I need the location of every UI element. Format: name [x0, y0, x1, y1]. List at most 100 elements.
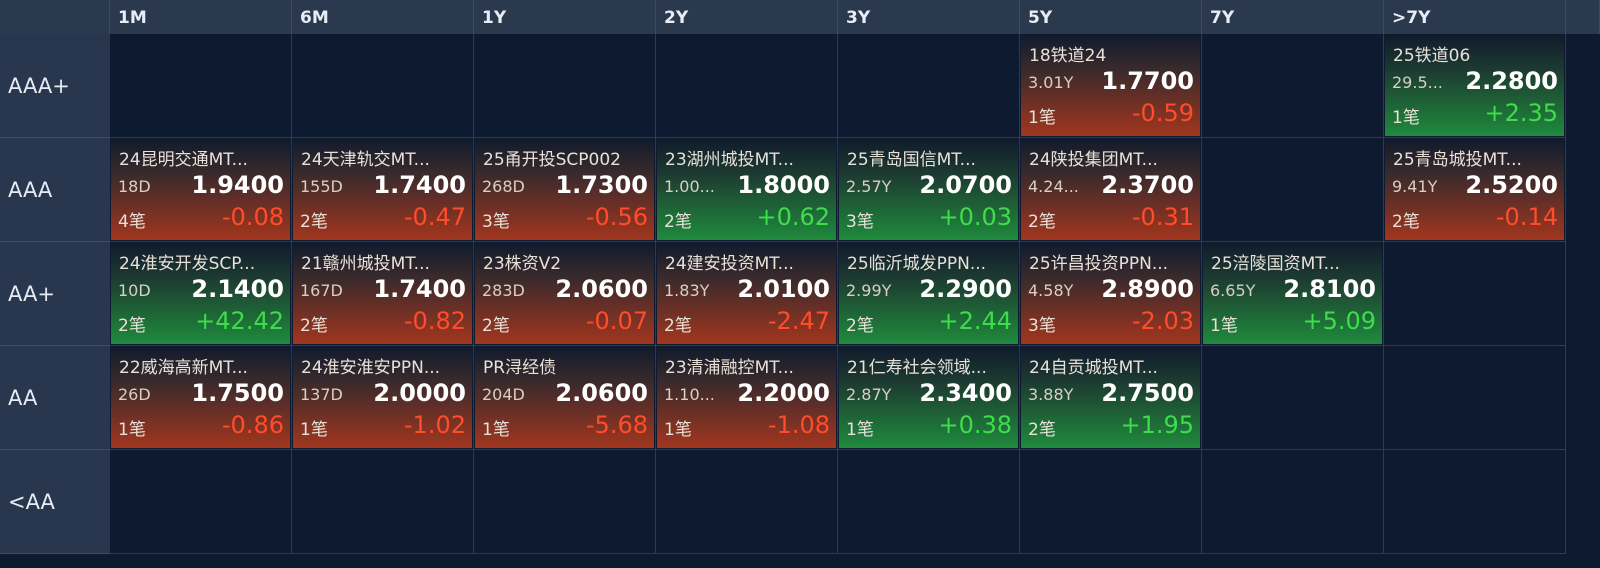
bond-yield: 2.7500: [1101, 379, 1194, 407]
bond-tile[interactable]: 24建安投资MT... 1.83Y 2.0100 2笔 -2.47: [657, 243, 836, 344]
bond-tile[interactable]: 24陕投集团MT... 4.24... 2.3700 2笔 -0.31: [1021, 139, 1200, 240]
bond-yield: 2.8100: [1283, 275, 1376, 303]
column-header: 1Y: [474, 0, 656, 34]
grid-cell: 25青岛城投MT... 9.41Y 2.5200 2笔 -0.14: [1384, 138, 1566, 242]
grid-cell: [838, 450, 1020, 554]
yield-change: +0.62: [756, 203, 830, 231]
bond-tile[interactable]: 24淮安开发SCP... 10D 2.1400 2笔 +42.42: [111, 243, 290, 344]
trade-count: 3笔: [482, 212, 510, 232]
yield-change: +5.09: [1302, 307, 1376, 335]
grid-cell: [110, 34, 292, 138]
yield-change: -0.82: [403, 307, 466, 335]
bond-term: 2.99Y: [846, 281, 892, 300]
grid-cell: [656, 34, 838, 138]
bond-tile[interactable]: 25涪陵国资MT... 6.65Y 2.8100 1笔 +5.09: [1203, 243, 1382, 344]
bond-tile[interactable]: 25青岛国信MT... 2.57Y 2.0700 3笔 +0.03: [839, 139, 1018, 240]
bond-tile[interactable]: 18铁道24 3.01Y 1.7700 1笔 -0.59: [1021, 35, 1200, 136]
bond-term: 137D: [300, 385, 343, 404]
bond-yield: 1.8000: [737, 171, 830, 199]
bond-yield: 1.7400: [373, 171, 466, 199]
bond-tile[interactable]: 24天津轨交MT... 155D 1.7400 2笔 -0.47: [293, 139, 472, 240]
bond-term: 3.01Y: [1028, 73, 1074, 92]
bond-tile[interactable]: 21赣州城投MT... 167D 1.7400 2笔 -0.82: [293, 243, 472, 344]
yield-change: +42.42: [195, 307, 284, 335]
grid-cell: [292, 34, 474, 138]
trade-count: 1笔: [300, 420, 328, 440]
bond-term: 1.10...: [664, 385, 715, 404]
bond-term: 4.58Y: [1028, 281, 1074, 300]
bond-name: 25青岛城投MT...: [1393, 150, 1522, 170]
trade-count: 2笔: [664, 212, 692, 232]
bond-tile[interactable]: 23株资V2 283D 2.0600 2笔 -0.07: [475, 243, 654, 344]
bond-yield: 2.0600: [555, 379, 648, 407]
grid-cell: [1020, 450, 1202, 554]
grid-cell: [1202, 34, 1384, 138]
header-filler: [1566, 0, 1600, 34]
yield-change: -5.68: [585, 411, 648, 439]
bond-name: 21赣州城投MT...: [301, 254, 430, 274]
bond-term: 268D: [482, 177, 525, 196]
bond-yield: 2.2000: [737, 379, 830, 407]
corner-header: [0, 0, 110, 34]
trade-count: 3笔: [846, 212, 874, 232]
bond-yield: 1.7500: [191, 379, 284, 407]
bond-name: 18铁道24: [1029, 46, 1107, 66]
grid-cell: 25涪陵国资MT... 6.65Y 2.8100 1笔 +5.09: [1202, 242, 1384, 346]
yield-change: -0.14: [1495, 203, 1558, 231]
trade-count: 3笔: [1028, 316, 1056, 336]
grid-cell: 21赣州城投MT... 167D 1.7400 2笔 -0.82: [292, 242, 474, 346]
grid-cell: 24自贡城投MT... 3.88Y 2.7500 2笔 +1.95: [1020, 346, 1202, 450]
grid-cell: 18铁道24 3.01Y 1.7700 1笔 -0.59: [1020, 34, 1202, 138]
trade-count: 1笔: [482, 420, 510, 440]
yield-change: -0.59: [1131, 99, 1194, 127]
bond-tile[interactable]: 24昆明交通MT... 18D 1.9400 4笔 -0.08: [111, 139, 290, 240]
grid-cell: [110, 450, 292, 554]
grid-cell: [1202, 346, 1384, 450]
grid-cell: 24淮安淮安PPN... 137D 2.0000 1笔 -1.02: [292, 346, 474, 450]
yield-change: +0.03: [938, 203, 1012, 231]
bond-name: 23湖州城投MT...: [665, 150, 794, 170]
trade-count: 2笔: [300, 212, 328, 232]
bond-yield: 2.3700: [1101, 171, 1194, 199]
bond-yield: 1.9400: [191, 171, 284, 199]
bond-name: 24昆明交通MT...: [119, 150, 248, 170]
bond-tile[interactable]: 25临沂城发PPN... 2.99Y 2.2900 2笔 +2.44: [839, 243, 1018, 344]
grid-cell: PR浔经债 204D 2.0600 1笔 -5.68: [474, 346, 656, 450]
grid-cell: 24建安投资MT... 1.83Y 2.0100 2笔 -2.47: [656, 242, 838, 346]
bond-term: 4.24...: [1028, 177, 1079, 196]
bond-tile[interactable]: 24自贡城投MT... 3.88Y 2.7500 2笔 +1.95: [1021, 347, 1200, 448]
bond-tile[interactable]: 22威海高新MT... 26D 1.7500 1笔 -0.86: [111, 347, 290, 448]
bond-term: 10D: [118, 281, 151, 300]
grid-cell: 24昆明交通MT... 18D 1.9400 4笔 -0.08: [110, 138, 292, 242]
bond-term: 167D: [300, 281, 343, 300]
bond-term: 6.65Y: [1210, 281, 1256, 300]
bond-yield: 2.8900: [1101, 275, 1194, 303]
bond-term: 1.83Y: [664, 281, 710, 300]
bond-tile[interactable]: 25许昌投资PPN... 4.58Y 2.8900 3笔 -2.03: [1021, 243, 1200, 344]
grid-cell: 23湖州城投MT... 1.00... 1.8000 2笔 +0.62: [656, 138, 838, 242]
bond-name: 24建安投资MT...: [665, 254, 794, 274]
bond-tile[interactable]: PR浔经债 204D 2.0600 1笔 -5.68: [475, 347, 654, 448]
bond-tile[interactable]: 25铁道06 29.5... 2.2800 1笔 +2.35: [1385, 35, 1564, 136]
grid-cell: [1202, 450, 1384, 554]
bond-tile[interactable]: 23湖州城投MT... 1.00... 1.8000 2笔 +0.62: [657, 139, 836, 240]
bond-tile[interactable]: 23清浦融控MT... 1.10... 2.2000 1笔 -1.08: [657, 347, 836, 448]
yield-change: +2.44: [938, 307, 1012, 335]
bond-tile[interactable]: 24淮安淮安PPN... 137D 2.0000 1笔 -1.02: [293, 347, 472, 448]
yield-change: -1.08: [767, 411, 830, 439]
bond-tile[interactable]: 25甬开投SCP002 268D 1.7300 3笔 -0.56: [475, 139, 654, 240]
bond-name: 24淮安淮安PPN...: [301, 358, 441, 378]
bond-term: 29.5...: [1392, 73, 1443, 92]
bond-yield: 2.0700: [919, 171, 1012, 199]
trade-count: 1笔: [1028, 108, 1056, 128]
row-label: <AA: [0, 450, 110, 554]
row-label: AA+: [0, 242, 110, 346]
bond-tile[interactable]: 25青岛城投MT... 9.41Y 2.5200 2笔 -0.14: [1385, 139, 1564, 240]
bond-term: 2.87Y: [846, 385, 892, 404]
trade-count: 1笔: [846, 420, 874, 440]
trade-count: 2笔: [118, 316, 146, 336]
grid-cell: 24天津轨交MT... 155D 1.7400 2笔 -0.47: [292, 138, 474, 242]
bond-tile[interactable]: 21仁寿社会领域... 2.87Y 2.3400 1笔 +0.38: [839, 347, 1018, 448]
bond-term: 18D: [118, 177, 151, 196]
